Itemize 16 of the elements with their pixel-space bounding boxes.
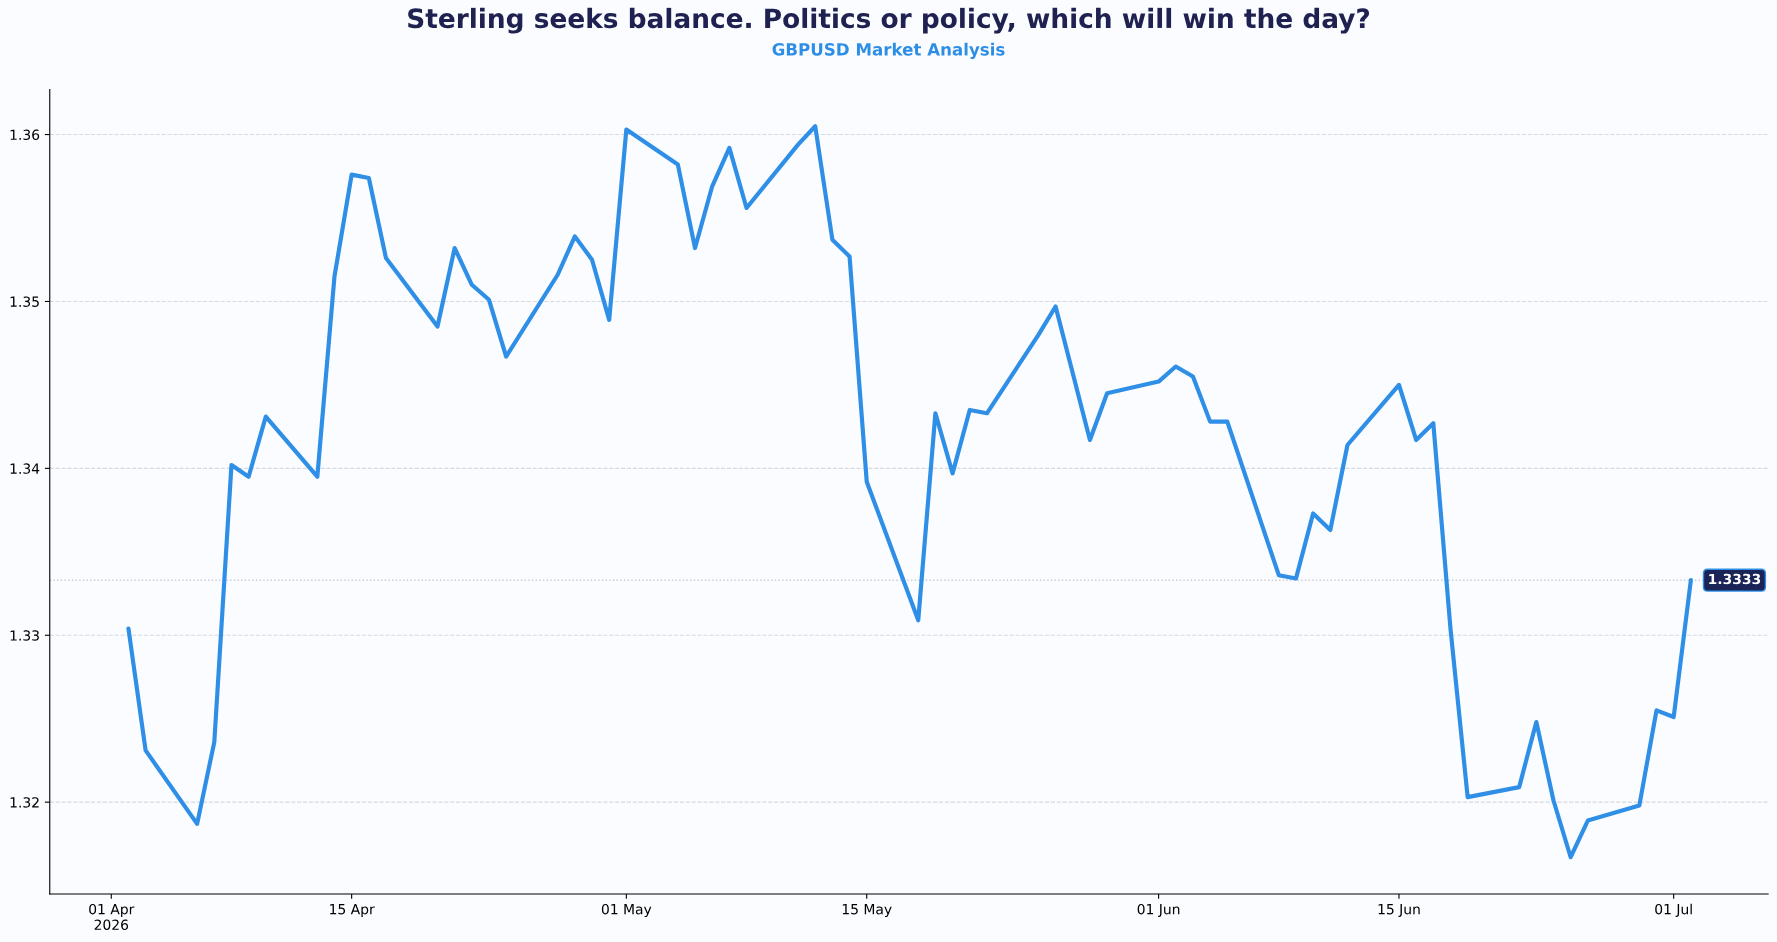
chart-subtitle: GBPUSD Market Analysis	[772, 42, 1005, 59]
y-tick-label: 1.34	[10, 463, 40, 474]
x-tick-label: 01 May	[601, 903, 652, 918]
x-tick-label: 15 Jun	[1378, 904, 1420, 918]
line-series	[126, 124, 1693, 860]
y-tick-label: 1.36	[10, 129, 40, 141]
y-tick-label: 1.32	[10, 797, 39, 808]
x-tick-label: 01 Jul	[1655, 903, 1692, 918]
chart-title: Sterling seeks balance. Politics or policy, which will win the day?	[408, 7, 1370, 34]
y-tick-label: 1.35	[10, 296, 39, 307]
ref-line-label: 1.3333	[1709, 573, 1761, 585]
y-tick-label: 1.33	[10, 630, 39, 641]
x-tick-label: 01 Apr 2026	[89, 903, 135, 930]
x-tick-label: 01 Jun	[1137, 903, 1180, 918]
x-tick-label: 15 May	[842, 904, 892, 918]
x-tick-label: 15 Apr	[330, 904, 375, 918]
